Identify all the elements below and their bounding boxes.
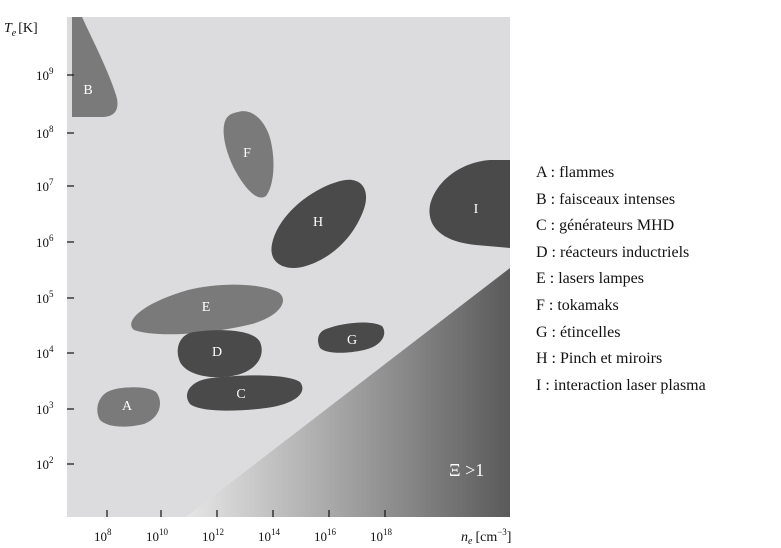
region-i-label: I: [474, 202, 479, 217]
region-c: [186, 375, 303, 411]
legend: A : flammes B : faisceaux intenses C : g…: [536, 160, 706, 399]
legend-item: A : flammes: [536, 164, 615, 181]
x-tick-label: 1014: [258, 527, 281, 544]
y-tick-label: 109: [36, 66, 54, 83]
region-h-label: H: [313, 215, 323, 230]
y-tick-label: 107: [36, 177, 54, 194]
legend-item: B : faisceaux intenses: [536, 190, 676, 208]
region-a-label: A: [122, 399, 133, 414]
x-axis-ticks: [106, 510, 386, 517]
x-axis-title: ne [cm−3]: [461, 527, 511, 547]
y-tick-label: 102: [36, 455, 54, 472]
region-g-label: G: [347, 333, 357, 348]
legend-item: F : tokamaks: [536, 296, 619, 314]
legend-item: H : Pinch et miroirs: [536, 350, 663, 368]
region-b: [72, 17, 118, 117]
region-g: [318, 322, 385, 353]
region-d: [177, 330, 262, 378]
legend-item: D : réacteurs inductriels: [536, 243, 690, 261]
x-tick-label: 1016: [314, 527, 337, 544]
legend-item: C : générateurs MHD: [536, 217, 675, 235]
y-tick-label: 105: [36, 289, 54, 306]
x-tick-label: 1018: [370, 527, 393, 544]
region-c-label: C: [236, 387, 245, 402]
legend-item: E : lasers lampes: [536, 270, 644, 288]
region-b-label: B: [83, 83, 92, 98]
region-f: [223, 111, 274, 198]
region-e: [131, 284, 283, 335]
legend-item: I : interaction laser plasma: [536, 376, 706, 394]
y-axis-title: Te [K]: [4, 21, 38, 39]
x-tick-label: 1012: [202, 527, 224, 544]
x-tick-label: 108: [94, 527, 112, 544]
region-d-label: D: [212, 345, 222, 360]
y-tick-label: 106: [36, 233, 54, 250]
region-e-label: E: [202, 300, 211, 315]
y-tick-label: 108: [36, 124, 54, 141]
y-tick-label: 103: [36, 400, 54, 417]
degenerate-region: [186, 268, 510, 517]
legend-item: G : étincelles: [536, 323, 621, 341]
region-i: [429, 160, 510, 248]
region-a: [97, 387, 160, 427]
region-f-label: F: [243, 146, 251, 161]
y-axis-ticks: [67, 74, 74, 465]
y-tick-label: 104: [36, 344, 54, 361]
x-tick-label: 1010: [146, 527, 169, 544]
xi-label: Ξ >1: [449, 460, 484, 480]
region-h: [271, 179, 367, 268]
